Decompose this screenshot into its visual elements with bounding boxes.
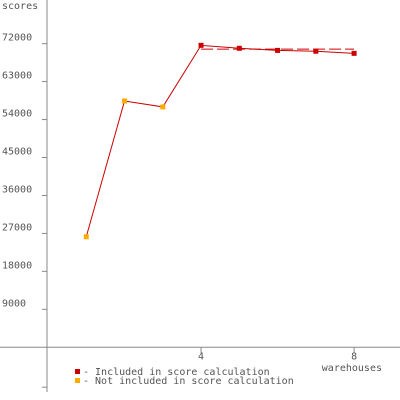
- y-axis-label: scores: [2, 1, 38, 12]
- y-tick-label: 72000: [2, 33, 32, 44]
- data-point: [351, 50, 357, 56]
- y-tick-label: 36000: [2, 184, 32, 195]
- y-tick-label: 9000: [2, 298, 26, 309]
- y-tick-label: 54000: [2, 109, 32, 120]
- data-line: [85, 44, 355, 237]
- legend-swatch: [75, 378, 80, 383]
- data-point: [122, 98, 128, 104]
- x-axis-label: warehouses: [322, 363, 382, 374]
- y-tick-label: 45000: [2, 147, 32, 158]
- legend-label: - Included in score calculation: [83, 367, 270, 378]
- data-point: [160, 104, 166, 110]
- data-point: [83, 234, 89, 240]
- legend-label: - Not included in score calculation: [83, 376, 294, 387]
- legend-swatch: [75, 369, 80, 374]
- data-point: [313, 48, 319, 54]
- y-tick-label: 18000: [2, 260, 32, 271]
- x-tick-label: 8: [351, 351, 357, 362]
- y-tick-label: 63000: [2, 71, 32, 82]
- y-tick-label: 27000: [2, 222, 32, 233]
- data-point: [236, 45, 242, 51]
- x-tick-label: 4: [198, 351, 204, 362]
- data-point: [275, 47, 281, 53]
- data-point: [198, 42, 204, 48]
